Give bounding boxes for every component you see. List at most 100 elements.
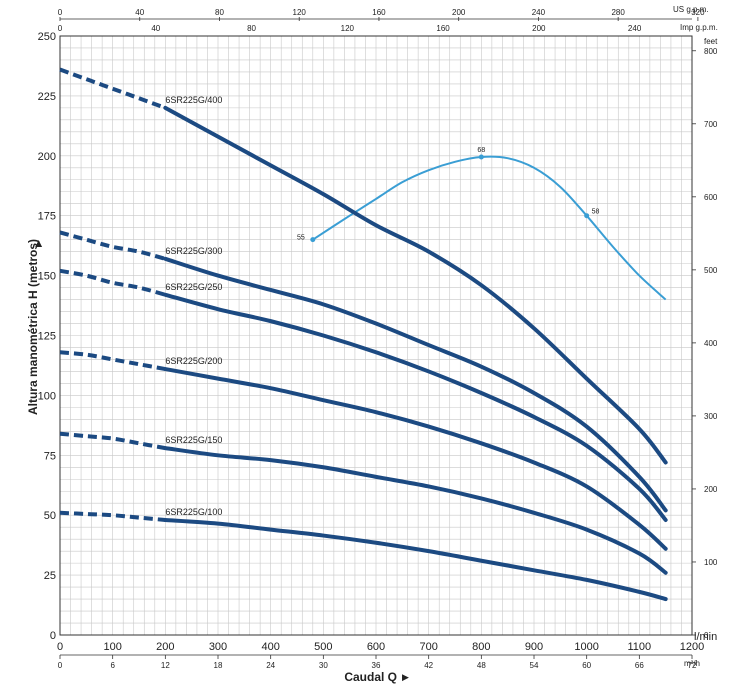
y-tick-label: 0 (50, 630, 56, 642)
m3h-tick-label: 0 (58, 661, 63, 670)
m3h-tick-label: 30 (319, 661, 328, 670)
efficiency-line (312, 155, 667, 301)
curve-dashed-segment (59, 431, 166, 451)
x-tick-label: 800 (472, 641, 490, 653)
feet-tick-label: 700 (704, 120, 718, 129)
efficiency-label: 58 (592, 209, 600, 216)
us-gpm-tick-label: 320 (691, 8, 705, 17)
m3h-tick-label: 54 (530, 661, 539, 670)
x-tick-label: 1200 (680, 641, 704, 653)
y-axis-arrow-icon: ▶ (33, 240, 43, 247)
us-gpm-tick-label: 80 (215, 8, 224, 17)
x-unit-label: l/min (694, 631, 717, 643)
us-gpm-unit-label: US g.p.m. (673, 5, 709, 14)
x-tick-label: 900 (525, 641, 543, 653)
curve-dashed-segment (59, 510, 166, 522)
y-tick-label: 175 (38, 211, 56, 223)
axes-ticks: 0 100 200 300 400 500 600 700 800 900 1000 1100 1200… (38, 8, 718, 670)
feet-tick-label: 800 (704, 47, 718, 56)
m3h-tick-label: 36 (372, 661, 381, 670)
feet-tick-label: 100 (704, 558, 718, 567)
x-tick-label: 400 (261, 641, 279, 653)
curve-label: 6SR225G/400 (165, 95, 222, 105)
m3h-tick-label: 42 (424, 661, 433, 670)
curve-dashed-segment (59, 268, 166, 297)
imp-gpm-tick-label: 0 (58, 24, 63, 33)
us-gpm-tick-label: 160 (372, 8, 386, 17)
curve-line (163, 446, 668, 575)
x-tick-label: 100 (103, 641, 121, 653)
imp-gpm-tick-label: 240 (628, 24, 642, 33)
us-gpm-tick-label: 200 (452, 8, 466, 17)
us-gpm-tick-label: 0 (58, 8, 63, 17)
x-tick-label: 0 (57, 641, 63, 653)
m3h-tick-label: 6 (110, 661, 115, 670)
feet-tick-label: 600 (704, 193, 718, 202)
curve-line (163, 517, 668, 602)
feet-tick-label: 400 (704, 339, 718, 348)
feet-tick-label: 0 (704, 631, 709, 640)
feet-tick-label: 300 (704, 412, 718, 421)
x-tick-label: 500 (314, 641, 332, 653)
curve-label: 6SR225G/300 (165, 246, 222, 256)
us-gpm-tick-label: 40 (135, 8, 144, 17)
efficiency-point (478, 154, 484, 160)
us-gpm-tick-label: 280 (611, 8, 625, 17)
feet-tick-label: 200 (704, 485, 718, 494)
grid (59, 35, 693, 636)
curve-line (163, 105, 668, 465)
imp-gpm-unit-label: Imp g.p.m. (680, 23, 718, 32)
curve-line (163, 256, 668, 513)
x-tick-label: 600 (367, 641, 385, 653)
curve-line (163, 292, 668, 522)
y-tick-label: 25 (44, 570, 56, 582)
m3h-tick-label: 66 (635, 661, 644, 670)
curve-label: 6SR225G/250 (165, 282, 222, 292)
y-tick-label: 250 (38, 31, 56, 43)
m3h-tick-label: 72 (688, 661, 697, 670)
x-tick-label: 200 (156, 641, 174, 653)
efficiency-point (584, 213, 590, 219)
x-tick-label: 300 (209, 641, 227, 653)
curve-dashed-segment (59, 67, 167, 110)
efficiency-curve: 55 68 58 (297, 147, 667, 301)
m3h-tick-label: 60 (582, 661, 591, 670)
plot-frame (59, 35, 693, 636)
x-tick-label: 1100 (628, 641, 652, 653)
curve-label: 6SR225G/200 (165, 356, 222, 366)
m3h-unit-label: m³/h (684, 659, 700, 668)
curves: 6SR225G/400 6SR225G/300 6SR225G/250 6SR225G… (59, 67, 668, 602)
y-tick-label: 150 (38, 271, 56, 283)
x-axis-arrow-icon: ▶ (402, 672, 409, 682)
y-tick-label: 200 (38, 151, 56, 163)
efficiency-label: 55 (297, 235, 305, 242)
efficiency-point (310, 237, 316, 243)
us-gpm-tick-label: 120 (293, 8, 307, 17)
y-tick-label: 125 (38, 331, 56, 343)
imp-gpm-tick-label: 200 (532, 24, 546, 33)
y-tick-label: 100 (38, 390, 56, 402)
y-axis-title: Altura manométrica H (metros) (26, 239, 40, 415)
x-tick-label: 1000 (574, 641, 598, 653)
y-tick-label: 225 (38, 91, 56, 103)
y-tick-label: 75 (44, 450, 56, 462)
feet-tick-label: 500 (704, 266, 718, 275)
m3h-tick-label: 48 (477, 661, 486, 670)
efficiency-label: 68 (477, 147, 485, 154)
us-gpm-tick-label: 240 (532, 8, 546, 17)
x-axis-title: Caudal Q (344, 670, 397, 684)
curve-label: 6SR225G/150 (165, 435, 222, 445)
curve-dashed-segment (59, 350, 166, 372)
m3h-tick-label: 24 (266, 661, 275, 670)
imp-gpm-tick-label: 80 (247, 24, 256, 33)
imp-gpm-tick-label: 120 (341, 24, 355, 33)
curve-line (163, 367, 668, 551)
m3h-tick-label: 12 (161, 661, 170, 670)
curve-label: 6SR225G/100 (165, 507, 222, 517)
imp-gpm-tick-label: 40 (151, 24, 160, 33)
curve-dashed-segment (59, 230, 166, 261)
x-tick-label: 700 (419, 641, 437, 653)
y-tick-label: 50 (44, 510, 56, 522)
m3h-tick-label: 18 (214, 661, 223, 670)
